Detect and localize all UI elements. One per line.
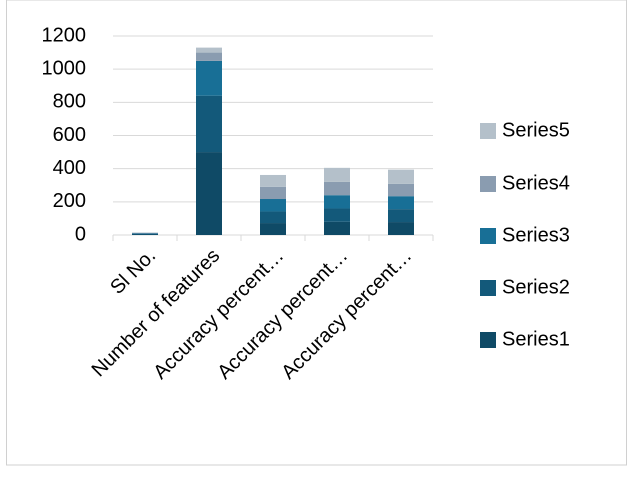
bar-segment [388, 169, 414, 184]
legend-swatch [480, 280, 496, 296]
bar-segment [260, 223, 286, 235]
legend-label: Series4 [502, 172, 570, 194]
y-tick-label: 800 [53, 91, 86, 113]
legend-label: Series2 [502, 276, 570, 298]
bar-segment [324, 181, 350, 196]
bar-segment [388, 183, 414, 197]
y-tick-label: 600 [53, 124, 86, 146]
y-tick-label: 1000 [42, 57, 87, 79]
bar-segment [388, 196, 414, 210]
legend-swatch [480, 332, 496, 348]
bar-segment [388, 209, 414, 223]
bar-segment [260, 199, 286, 212]
y-tick-label: 0 [75, 223, 86, 245]
y-tick-label: 1200 [42, 24, 87, 46]
bar-segment [196, 95, 222, 153]
bar-segment [260, 211, 286, 224]
chart-border [6, 0, 627, 466]
bar-segment [196, 52, 222, 61]
legend-label: Series3 [502, 224, 570, 246]
bar-segment [324, 167, 350, 182]
y-tick-label: 400 [53, 157, 86, 179]
bar-segment [260, 174, 286, 187]
bar-segment [324, 195, 350, 209]
legend-swatch [480, 228, 496, 244]
x-tick-label: Sl No. [106, 245, 160, 299]
bar-segment [324, 208, 350, 222]
bar-segment [260, 186, 286, 200]
bar-segment [324, 221, 350, 235]
bar-segment [196, 60, 222, 96]
legend-label: Series5 [502, 119, 570, 141]
y-tick-label: 200 [53, 190, 86, 212]
legend-swatch [480, 176, 496, 192]
legend-label: Series1 [502, 328, 570, 350]
bar-segment [196, 152, 222, 235]
bar-segment [196, 47, 222, 53]
bar-segment [388, 222, 414, 235]
legend-swatch [480, 123, 496, 139]
